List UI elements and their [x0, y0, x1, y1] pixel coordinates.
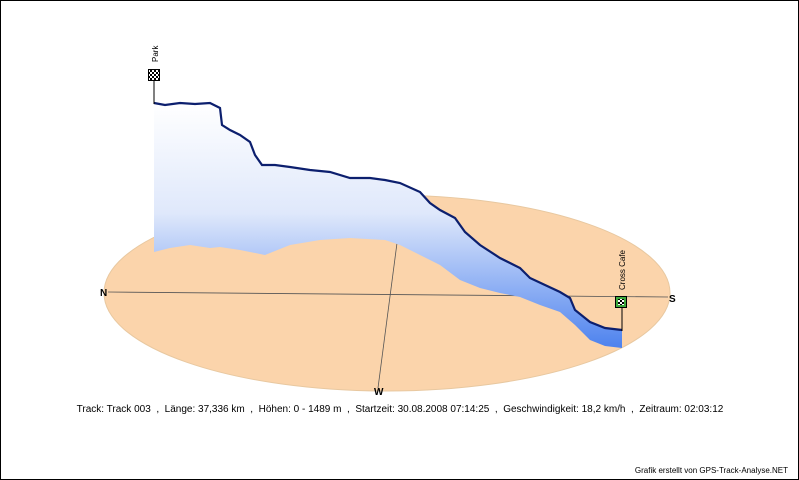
west-axis	[377, 242, 398, 389]
north-label: N	[100, 288, 107, 299]
start-label: Park	[151, 45, 160, 62]
credit: Grafik erstellt von GPS-Track-Analyse.NE…	[635, 466, 788, 475]
start-flag	[148, 69, 160, 81]
elevation-wall	[154, 103, 622, 348]
north-south-axis	[107, 291, 669, 298]
end-label: Cross Cafe	[618, 249, 627, 290]
track-line	[153, 101, 623, 332]
track-info: Track: Track 003 , Länge: 37,336 km , Hö…	[77, 404, 724, 415]
south-label: S	[669, 294, 676, 305]
end-flag-pattern	[618, 299, 624, 305]
west-label: W	[374, 387, 384, 398]
